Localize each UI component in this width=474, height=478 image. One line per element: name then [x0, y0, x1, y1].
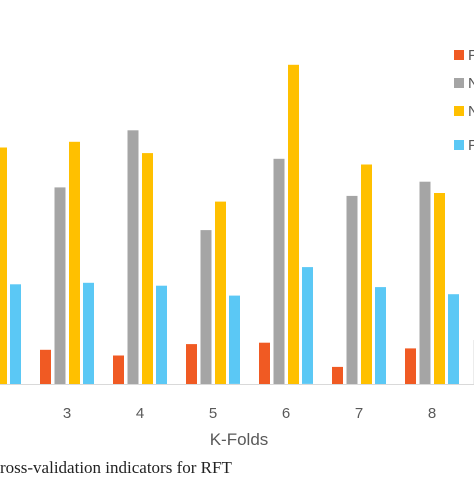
legend-label-1: F	[468, 47, 474, 64]
x-tick-label: 8	[428, 405, 436, 422]
legend-label-2: N	[468, 75, 474, 92]
x-tick-labels: 3 4 5 6 7 8	[63, 405, 436, 422]
bar-series2-cat3	[127, 130, 139, 384]
bar-series3-cat6	[361, 164, 372, 384]
bar-series2-cat6	[346, 195, 358, 384]
x-tick-label: 5	[209, 405, 217, 422]
bars-group	[0, 64, 459, 385]
legend-swatch-4	[454, 140, 464, 150]
bar-series3-cat1	[0, 147, 7, 384]
bar-series3-cat4	[215, 201, 226, 384]
bar-series1-cat3	[113, 355, 124, 384]
bar-series4-cat7	[448, 294, 459, 384]
legend-label-4: F	[468, 137, 474, 154]
bar-series1-cat6	[332, 366, 343, 384]
bar-series4-cat6	[375, 287, 386, 384]
bar-series3-cat2	[69, 141, 80, 385]
x-tick-label: 3	[63, 405, 71, 422]
bar-series3-cat3	[142, 153, 153, 384]
bar-series2-cat2	[54, 187, 66, 384]
bar-series3-cat7	[434, 193, 445, 384]
bar-series4-cat2	[83, 282, 94, 384]
x-tick-label: 4	[136, 405, 144, 422]
bar-series2-cat4	[200, 230, 212, 384]
bar-series1-cat2	[40, 349, 51, 384]
bar-series1-cat5	[259, 342, 270, 384]
figure-caption: ross-validation indicators for RFT	[0, 458, 232, 477]
x-tick-label: 7	[355, 405, 363, 422]
x-axis-title: K-Folds	[210, 430, 269, 449]
x-tick-label: 6	[282, 405, 290, 422]
bar-series3-cat5	[288, 64, 299, 385]
legend-swatch-1	[454, 50, 464, 60]
bar-series4-cat1	[10, 284, 21, 385]
bar-series2-cat5	[273, 158, 285, 384]
bar-series4-cat3	[156, 285, 167, 384]
legend-swatch-2	[454, 78, 464, 88]
bar-series4-cat4	[229, 295, 240, 384]
legend-swatch-3	[454, 106, 464, 116]
bar-series4-cat5	[302, 267, 313, 384]
bar-series1-cat4	[186, 344, 197, 384]
bar-series2-cat7	[419, 181, 431, 384]
bar-series1-cat7	[405, 348, 416, 384]
legend-label-3: N	[468, 103, 474, 120]
